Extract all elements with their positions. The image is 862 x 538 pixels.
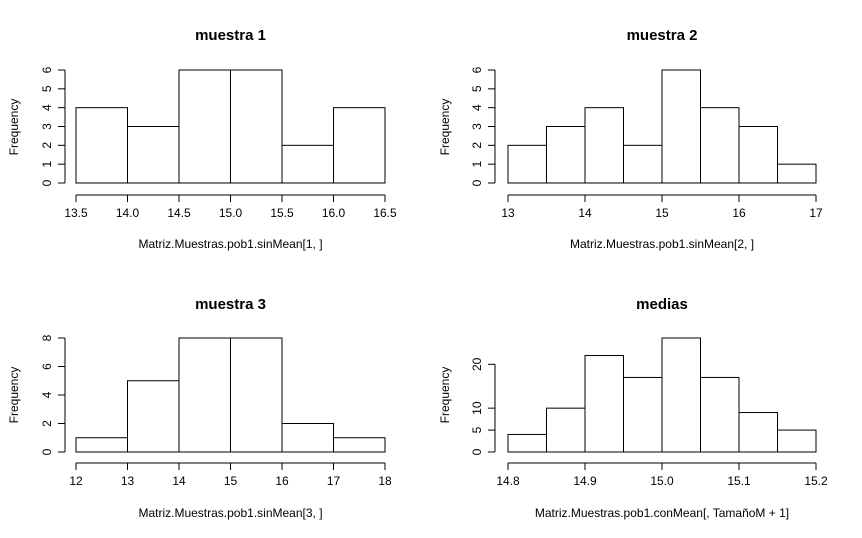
x-tick-label: 13	[121, 474, 135, 488]
histogram-bar	[333, 437, 386, 453]
histogram-bar	[738, 126, 778, 184]
chart-title: muestra 1	[195, 27, 266, 44]
histogram-bar	[546, 126, 586, 184]
histogram-panel: 13 14 15 16 17 0 1 2 3 4 5 6 muestra 2 Matriz.Muestra…	[438, 27, 823, 251]
y-axis-label: Frequency	[438, 367, 452, 424]
histogram-panel: 12 13 14 15 16 17 18 0 2 4 6 8 muestra 3 Matriz.Muest…	[7, 296, 392, 520]
histogram-bar	[127, 126, 180, 184]
x-tick-label: 15.1	[727, 474, 751, 488]
histogram-panel: 13.5 14.0 14.5 15.0 15.5 16.0 16.5 0 1 2 3 4 5 6 muest…	[7, 27, 397, 251]
x-tick-label: 14.8	[496, 474, 520, 488]
x-tick-label: 14.5	[167, 206, 191, 220]
x-tick-label: 15.0	[650, 474, 674, 488]
y-tick-label: 4	[470, 104, 484, 111]
x-tick-label: 17	[327, 474, 341, 488]
y-tick-label: 4	[40, 391, 54, 398]
x-tick-label: 12	[69, 474, 83, 488]
x-tick-label: 16.5	[373, 206, 397, 220]
histogram-bar	[661, 337, 701, 453]
y-tick-label: 0	[40, 179, 54, 186]
x-tick-label: 14	[172, 474, 186, 488]
x-axis-label: Matriz.Muestras.pob1.conMean[, TamañoM +…	[535, 506, 789, 520]
y-tick-label: 6	[470, 66, 484, 73]
histogram-bar	[75, 437, 128, 453]
histogram-bar	[178, 337, 231, 453]
chart-title: muestra 2	[627, 27, 698, 44]
x-tick-label: 15.5	[270, 206, 294, 220]
histogram-bar	[777, 429, 817, 453]
y-tick-label: 0	[470, 179, 484, 186]
histogram-bar	[230, 337, 283, 453]
y-axis-label: Frequency	[7, 99, 21, 156]
x-tick-label: 14.0	[116, 206, 140, 220]
x-tick-label: 15	[655, 206, 669, 220]
y-tick-label: 3	[40, 123, 54, 130]
y-tick-label: 4	[40, 104, 54, 111]
y-tick-label: 6	[40, 363, 54, 370]
y-tick-label: 2	[470, 142, 484, 149]
chart-title: medias	[636, 296, 688, 313]
histogram-bar	[75, 107, 128, 184]
x-tick-label: 15.2	[804, 474, 828, 488]
histogram-panel: 14.8 14.9 15.0 15.1 15.2 0 5 10 20 medias Matriz.M…	[438, 296, 828, 520]
histogram-bar	[623, 144, 663, 184]
histogram-bar	[700, 376, 740, 453]
chart-title: muestra 3	[195, 296, 266, 313]
histogram-bar	[507, 144, 547, 184]
y-tick-label: 6	[40, 66, 54, 73]
x-tick-label: 17	[809, 206, 823, 220]
histogram-bar	[230, 69, 283, 184]
x-tick-label: 13	[501, 206, 515, 220]
y-tick-label: 20	[470, 357, 484, 371]
histogram-bar	[584, 107, 624, 184]
x-axis-label: Matriz.Muestras.pob1.sinMean[1, ]	[138, 237, 322, 251]
x-tick-label: 13.5	[64, 206, 88, 220]
x-tick-label: 16	[275, 474, 289, 488]
y-tick-label: 1	[470, 161, 484, 168]
x-tick-label: 15.0	[219, 206, 243, 220]
x-tick-label: 18	[378, 474, 392, 488]
histogram-bar	[507, 433, 547, 453]
y-tick-label: 5	[40, 85, 54, 92]
x-tick-label: 14	[578, 206, 592, 220]
y-tick-label: 0	[470, 448, 484, 455]
histogram-bar	[661, 69, 701, 184]
y-tick-label: 2	[40, 420, 54, 427]
y-axis-label: Frequency	[438, 99, 452, 156]
histogram-bar	[546, 407, 586, 453]
histogram-bar	[738, 412, 778, 453]
histogram-bar	[178, 69, 231, 184]
x-tick-label: 16	[732, 206, 746, 220]
histogram-bar	[281, 423, 334, 453]
y-tick-label: 1	[40, 161, 54, 168]
histogram-bar	[623, 376, 663, 453]
histogram-bar	[281, 144, 334, 184]
x-tick-label: 14.9	[573, 474, 597, 488]
x-tick-label: 16.0	[322, 206, 346, 220]
y-tick-label: 8	[40, 334, 54, 341]
histogram-bar	[584, 355, 624, 453]
y-tick-label: 10	[470, 401, 484, 415]
x-tick-label: 15	[224, 474, 238, 488]
x-axis-label: Matriz.Muestras.pob1.sinMean[2, ]	[570, 237, 754, 251]
y-axis-label: Frequency	[7, 367, 21, 424]
y-tick-label: 5	[470, 85, 484, 92]
y-tick-label: 2	[40, 142, 54, 149]
y-tick-label: 3	[470, 123, 484, 130]
y-tick-label: 5	[470, 426, 484, 433]
histogram-bar	[700, 107, 740, 184]
histogram-bar	[127, 380, 180, 453]
histogram-bar	[333, 107, 386, 184]
histogram-bar	[777, 163, 817, 184]
x-axis-label: Matriz.Muestras.pob1.sinMean[3, ]	[138, 506, 322, 520]
y-tick-label: 0	[40, 448, 54, 455]
